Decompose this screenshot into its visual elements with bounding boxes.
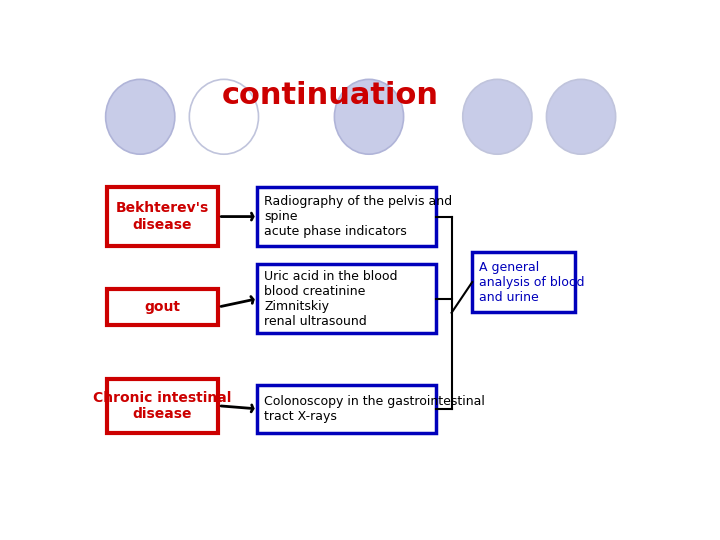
- FancyBboxPatch shape: [107, 187, 218, 246]
- Text: Colonoscopy in the gastrointestinal
tract X-rays: Colonoscopy in the gastrointestinal trac…: [264, 395, 485, 423]
- Ellipse shape: [546, 79, 616, 154]
- FancyBboxPatch shape: [107, 379, 218, 433]
- Ellipse shape: [106, 79, 175, 154]
- Text: A general
analysis of blood
and urine: A general analysis of blood and urine: [479, 261, 585, 303]
- FancyBboxPatch shape: [107, 289, 218, 325]
- Text: Uric acid in the blood
blood creatinine
Zimnitskiy
renal ultrasound: Uric acid in the blood blood creatinine …: [264, 269, 397, 328]
- Ellipse shape: [463, 79, 532, 154]
- FancyBboxPatch shape: [258, 385, 436, 433]
- Text: Bekhterev's
disease: Bekhterev's disease: [116, 201, 210, 232]
- FancyBboxPatch shape: [258, 265, 436, 333]
- Ellipse shape: [334, 79, 404, 154]
- FancyBboxPatch shape: [472, 252, 575, 312]
- Text: Chronic intestinal
disease: Chronic intestinal disease: [94, 390, 232, 421]
- Text: gout: gout: [145, 300, 181, 314]
- Text: continuation: continuation: [222, 82, 438, 111]
- Ellipse shape: [189, 79, 258, 154]
- Text: Radiography of the pelvis and
spine
acute phase indicators: Radiography of the pelvis and spine acut…: [264, 195, 452, 238]
- FancyBboxPatch shape: [258, 187, 436, 246]
